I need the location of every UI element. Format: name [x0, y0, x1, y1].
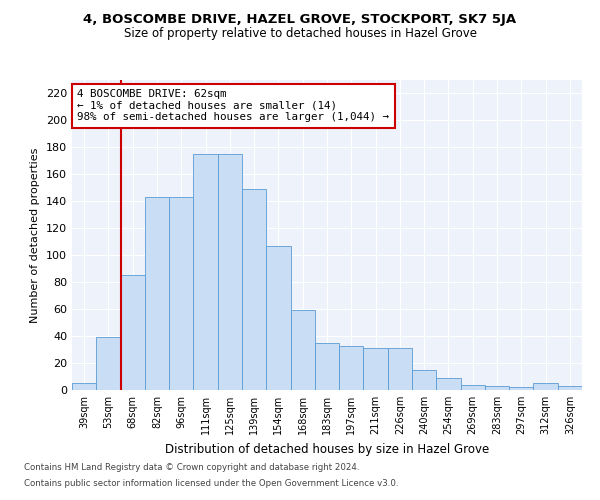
Bar — [218, 154, 242, 390]
Bar — [388, 348, 412, 390]
Bar — [121, 276, 145, 390]
Bar — [533, 384, 558, 390]
Bar — [364, 348, 388, 390]
Bar — [461, 384, 485, 390]
Bar — [412, 370, 436, 390]
X-axis label: Distribution of detached houses by size in Hazel Grove: Distribution of detached houses by size … — [165, 442, 489, 456]
Bar — [193, 154, 218, 390]
Bar — [436, 378, 461, 390]
Bar — [96, 338, 121, 390]
Bar — [339, 346, 364, 390]
Bar — [242, 189, 266, 390]
Bar — [72, 384, 96, 390]
Bar — [509, 388, 533, 390]
Bar — [145, 198, 169, 390]
Bar — [558, 386, 582, 390]
Text: Contains HM Land Registry data © Crown copyright and database right 2024.: Contains HM Land Registry data © Crown c… — [24, 464, 359, 472]
Bar — [169, 198, 193, 390]
Bar — [290, 310, 315, 390]
Bar — [266, 246, 290, 390]
Text: 4, BOSCOMBE DRIVE, HAZEL GROVE, STOCKPORT, SK7 5JA: 4, BOSCOMBE DRIVE, HAZEL GROVE, STOCKPOR… — [83, 12, 517, 26]
Y-axis label: Number of detached properties: Number of detached properties — [31, 148, 40, 322]
Text: Contains public sector information licensed under the Open Government Licence v3: Contains public sector information licen… — [24, 478, 398, 488]
Bar — [315, 343, 339, 390]
Text: Size of property relative to detached houses in Hazel Grove: Size of property relative to detached ho… — [124, 28, 476, 40]
Bar — [485, 386, 509, 390]
Text: 4 BOSCOMBE DRIVE: 62sqm
← 1% of detached houses are smaller (14)
98% of semi-det: 4 BOSCOMBE DRIVE: 62sqm ← 1% of detached… — [77, 90, 389, 122]
